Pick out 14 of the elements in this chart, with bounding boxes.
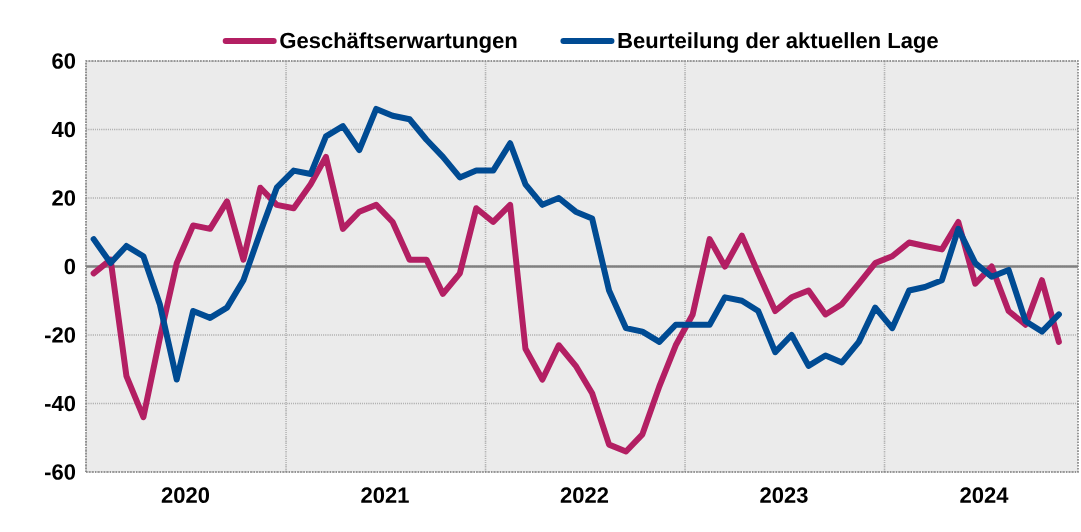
- legend-label: Beurteilung der aktuellen Lage: [618, 32, 938, 53]
- y-tick-label: 0: [64, 258, 76, 275]
- y-tick-label: -40: [45, 395, 76, 412]
- legend-label: Geschäftserwartungen: [280, 32, 517, 53]
- x-tick-label: 2020: [161, 487, 210, 503]
- x-tick-label: 2024: [960, 487, 1009, 503]
- x-tick-label: 2021: [361, 487, 409, 503]
- y-tick-label: 60: [52, 53, 76, 69]
- y-tick-label: -60: [45, 464, 76, 480]
- x-tick-label: 2022: [560, 487, 609, 503]
- x-tick-label: 2023: [760, 487, 808, 503]
- y-tick-label: 20: [52, 190, 76, 206]
- y-tick-label: 40: [51, 121, 76, 138]
- y-tick-label: -20: [45, 327, 76, 343]
